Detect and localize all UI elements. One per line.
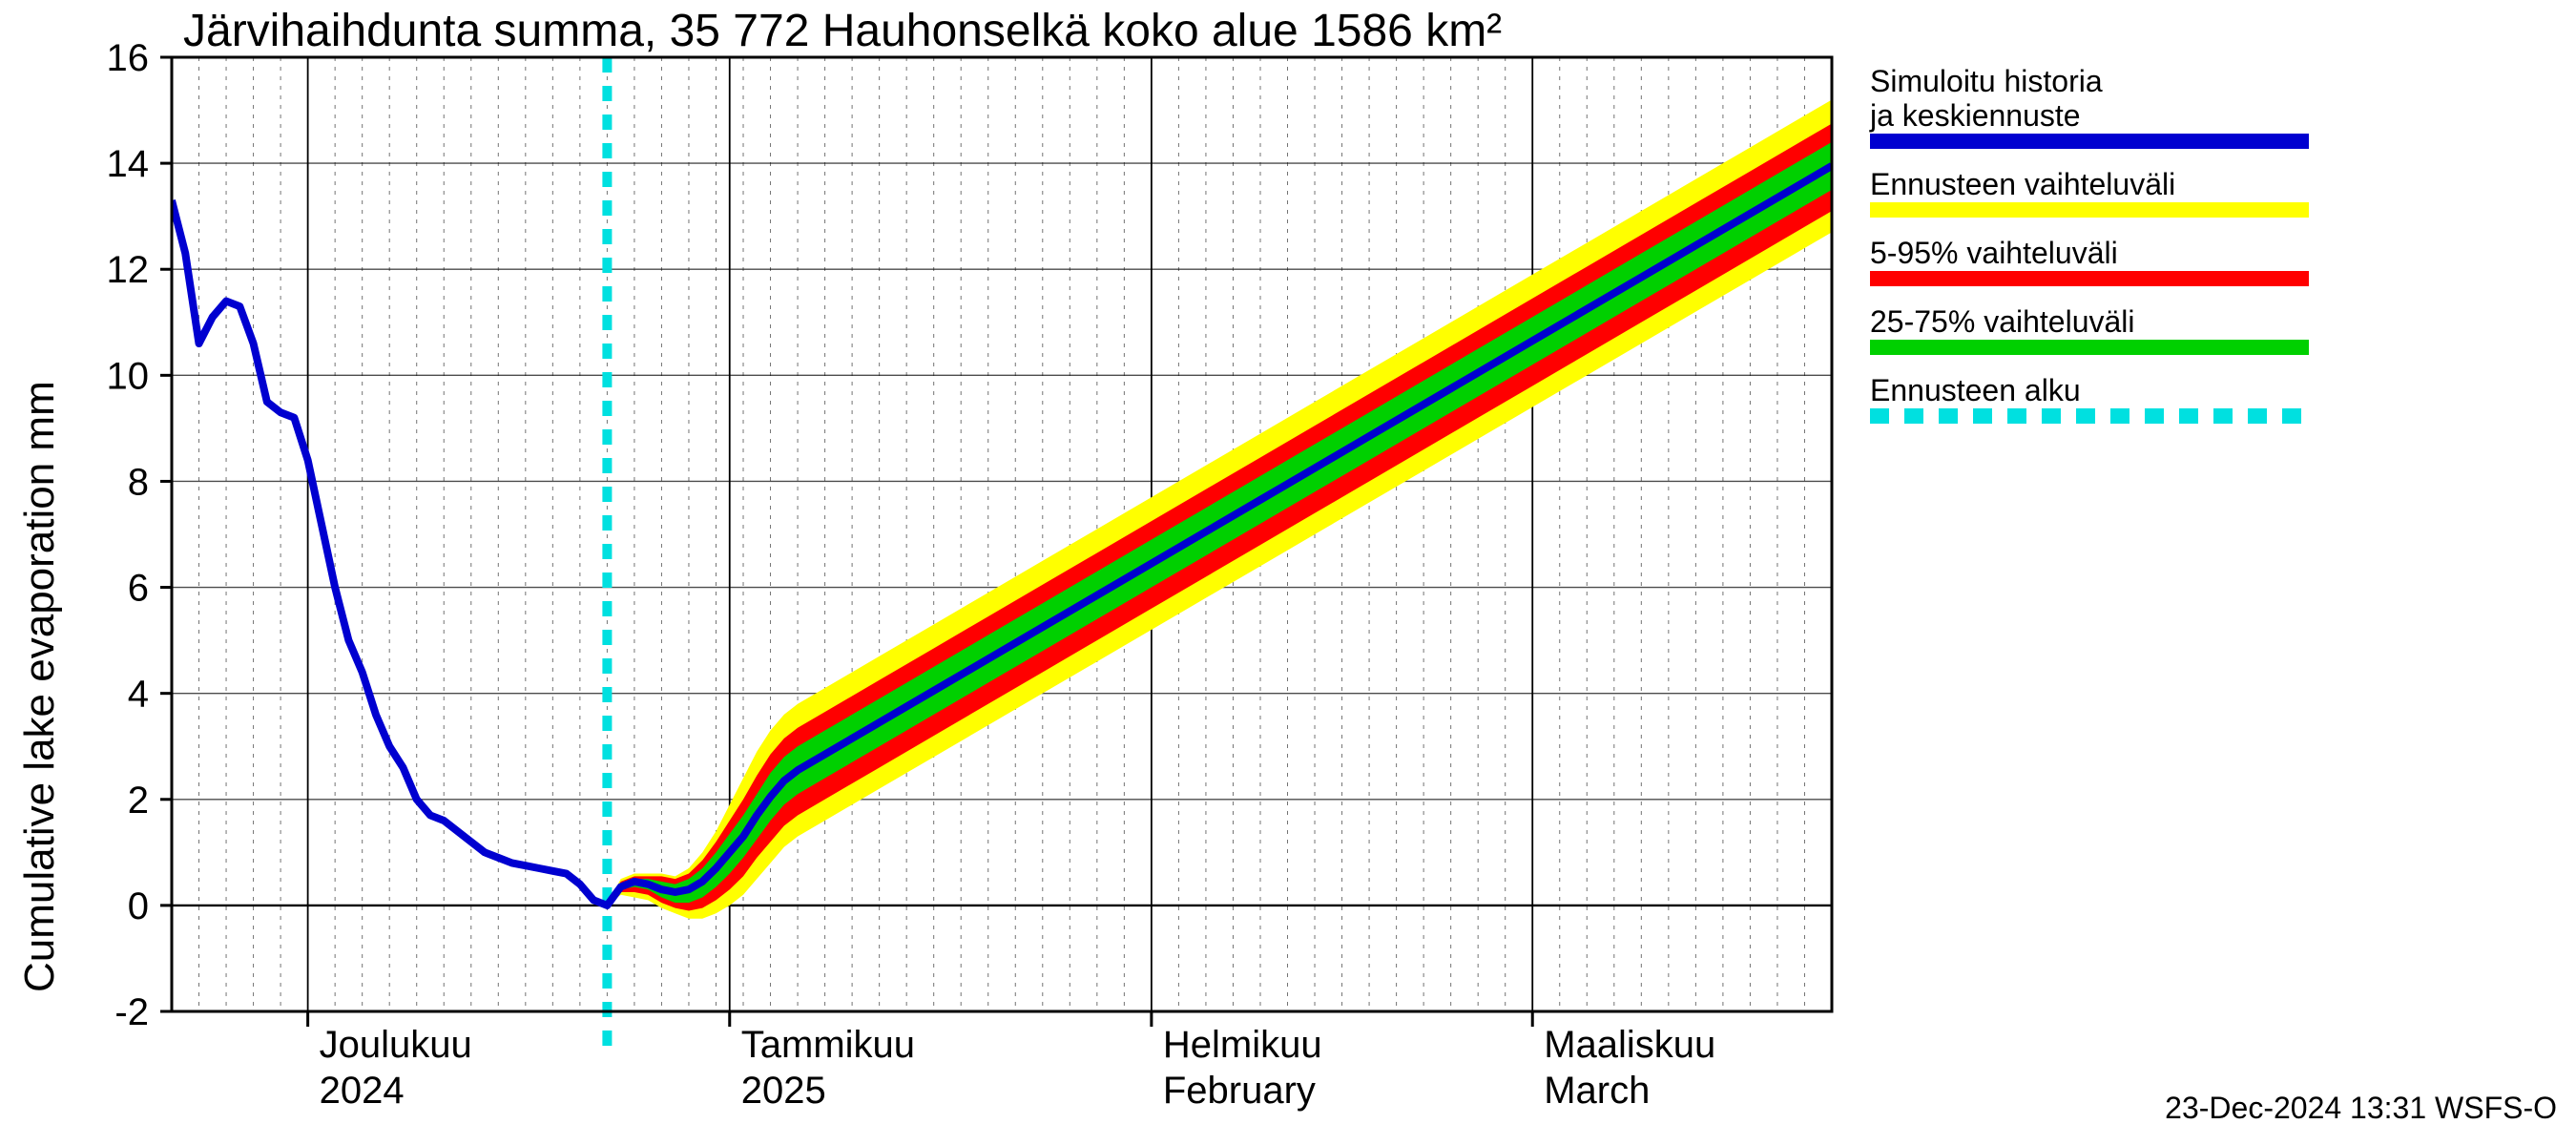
y-tick-label: 12 (107, 249, 150, 291)
x-month-sublabel: 2024 (320, 1070, 405, 1112)
y-axis-label: Cumulative lake evaporation mm (16, 381, 63, 992)
x-month-sublabel: 2025 (741, 1070, 826, 1112)
legend-label: Ennusteen alku (1870, 373, 2081, 407)
forecast-bands (607, 99, 1832, 918)
y-tick-label: 14 (107, 143, 150, 185)
y-tick-label: 2 (128, 780, 149, 822)
y-tick-label: -2 (114, 991, 149, 1033)
chart-container: -2 0 2 4 6 8 10 12 14 16 Joulukuu2024 Tammikuu2025 H… (0, 0, 2576, 1145)
y-tick-label: 6 (128, 568, 149, 610)
grid (172, 57, 1832, 1027)
plot-frame (172, 57, 1832, 1011)
legend-label: ja keskiennuste (1869, 98, 2081, 133)
footer-timestamp: 23-Dec-2024 13:31 WSFS-O (2165, 1091, 2557, 1125)
x-month-label: Helmikuu (1163, 1024, 1322, 1066)
legend-label: 25-75% vaihteluväli (1870, 304, 2135, 339)
legend: Simuloitu historiaja keskiennuste Ennuste… (1869, 64, 2309, 416)
y-tick-label: 4 (128, 674, 149, 716)
x-month-label: Maaliskuu (1544, 1024, 1715, 1066)
legend-label: Simuloitu historia (1870, 64, 2103, 98)
legend-label: 5-95% vaihteluväli (1870, 236, 2118, 270)
x-month-label: Joulukuu (320, 1024, 472, 1066)
chart-title: Järvihaihdunta summa, 35 772 Hauhonselkä… (183, 6, 1502, 56)
x-month-sublabel: March (1544, 1070, 1650, 1112)
x-month-label: Tammikuu (741, 1024, 915, 1066)
y-tick-label: 10 (107, 355, 150, 397)
y-tick-label: 8 (128, 461, 149, 503)
legend-label: Ennusteen vaihteluväli (1870, 167, 2175, 201)
y-tick-label: 16 (107, 37, 150, 79)
y-tick-label: 0 (128, 885, 149, 927)
x-month-sublabel: February (1163, 1070, 1316, 1112)
